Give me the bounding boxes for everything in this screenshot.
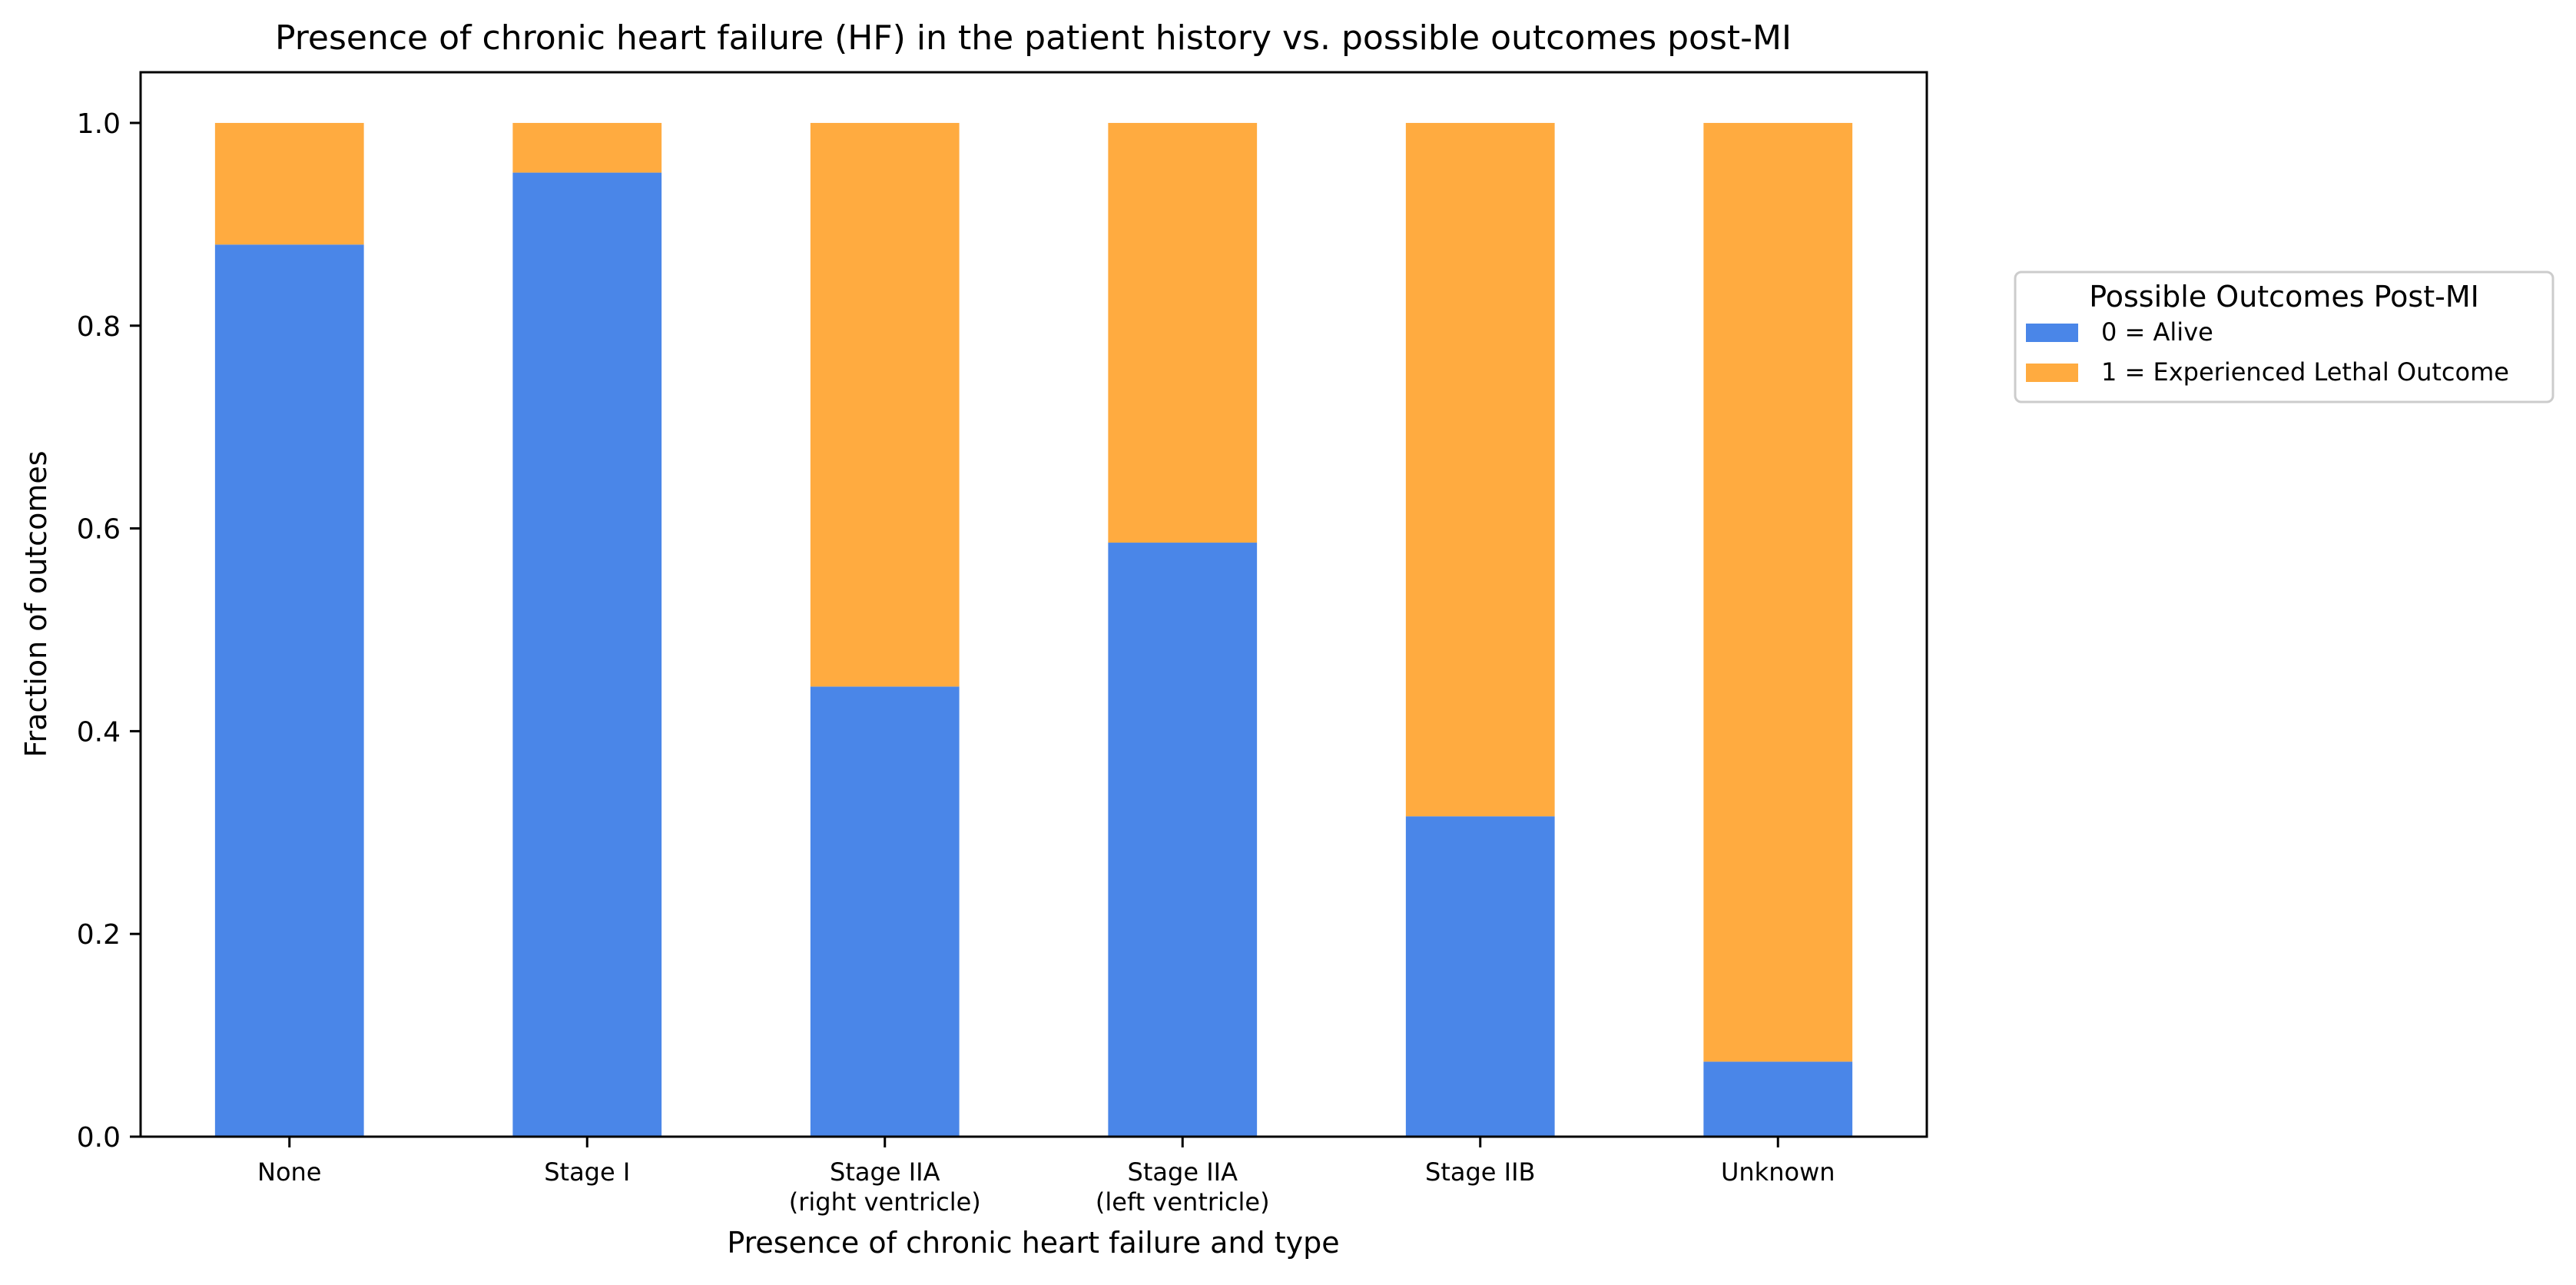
x-tick-label: Stage IIA <box>830 1157 940 1187</box>
bar-lethal-4 <box>1405 122 1555 817</box>
bar-lethal-3 <box>1108 122 1258 543</box>
legend-title: Possible Outcomes Post-MI <box>2089 280 2479 314</box>
axes-frame <box>139 71 1928 1138</box>
legend-frame <box>2014 271 2554 403</box>
bar-alive-1 <box>512 172 662 1137</box>
y-tick-label: 1.0 <box>77 108 121 140</box>
x-axis-label: Presence of chronic heart failure and ty… <box>727 1226 1339 1260</box>
legend-label-1: 1 = Experienced Lethal Outcome <box>2101 357 2509 387</box>
x-tick-label: Stage I <box>544 1157 630 1187</box>
x-tick-label: Stage IIA <box>1128 1157 1238 1187</box>
bar-alive-3 <box>1108 543 1258 1137</box>
chart-title: Presence of chronic heart failure (HF) i… <box>275 18 1792 58</box>
bar-lethal-5 <box>1703 122 1853 1062</box>
x-tick-label: Unknown <box>1721 1157 1835 1187</box>
legend-items: 0 = Alive 1 = Experienced Lethal Outcome <box>2026 317 2509 387</box>
x-tick-label: None <box>257 1157 321 1187</box>
x-tick-label: Stage IIB <box>1425 1157 1535 1187</box>
bar-alive-5 <box>1703 1061 1853 1137</box>
bar-lethal-2 <box>810 122 960 687</box>
bar-alive-2 <box>810 686 960 1137</box>
legend: Possible Outcomes Post-MI 0 = Alive 1 = E… <box>2014 271 2554 403</box>
x-tick-label: (right ventricle) <box>789 1187 981 1217</box>
bars-layer <box>214 122 1853 1137</box>
y-axis-label: Fraction of outcomes <box>19 450 53 757</box>
y-tick-label: 0.0 <box>77 1122 121 1154</box>
y-axis: 0.0 0.2 0.4 0.6 0.8 1.0 <box>77 108 141 1154</box>
y-tick-label: 0.8 <box>77 311 121 343</box>
legend-label-0: 0 = Alive <box>2101 317 2213 347</box>
bar-lethal-1 <box>512 122 662 173</box>
bar-lethal-0 <box>214 122 364 245</box>
y-tick-label: 0.4 <box>77 716 121 748</box>
y-tick-label: 0.2 <box>77 919 121 951</box>
bar-alive-4 <box>1405 816 1555 1137</box>
legend-swatch-0 <box>2026 324 2078 342</box>
x-tick-label: (left ventricle) <box>1096 1187 1270 1217</box>
y-tick-label: 0.6 <box>77 514 121 546</box>
bar-alive-0 <box>214 244 364 1137</box>
legend-swatch-1 <box>2026 364 2078 382</box>
x-axis: None Stage I Stage IIA(right ventricle)Sta… <box>257 1137 1835 1217</box>
